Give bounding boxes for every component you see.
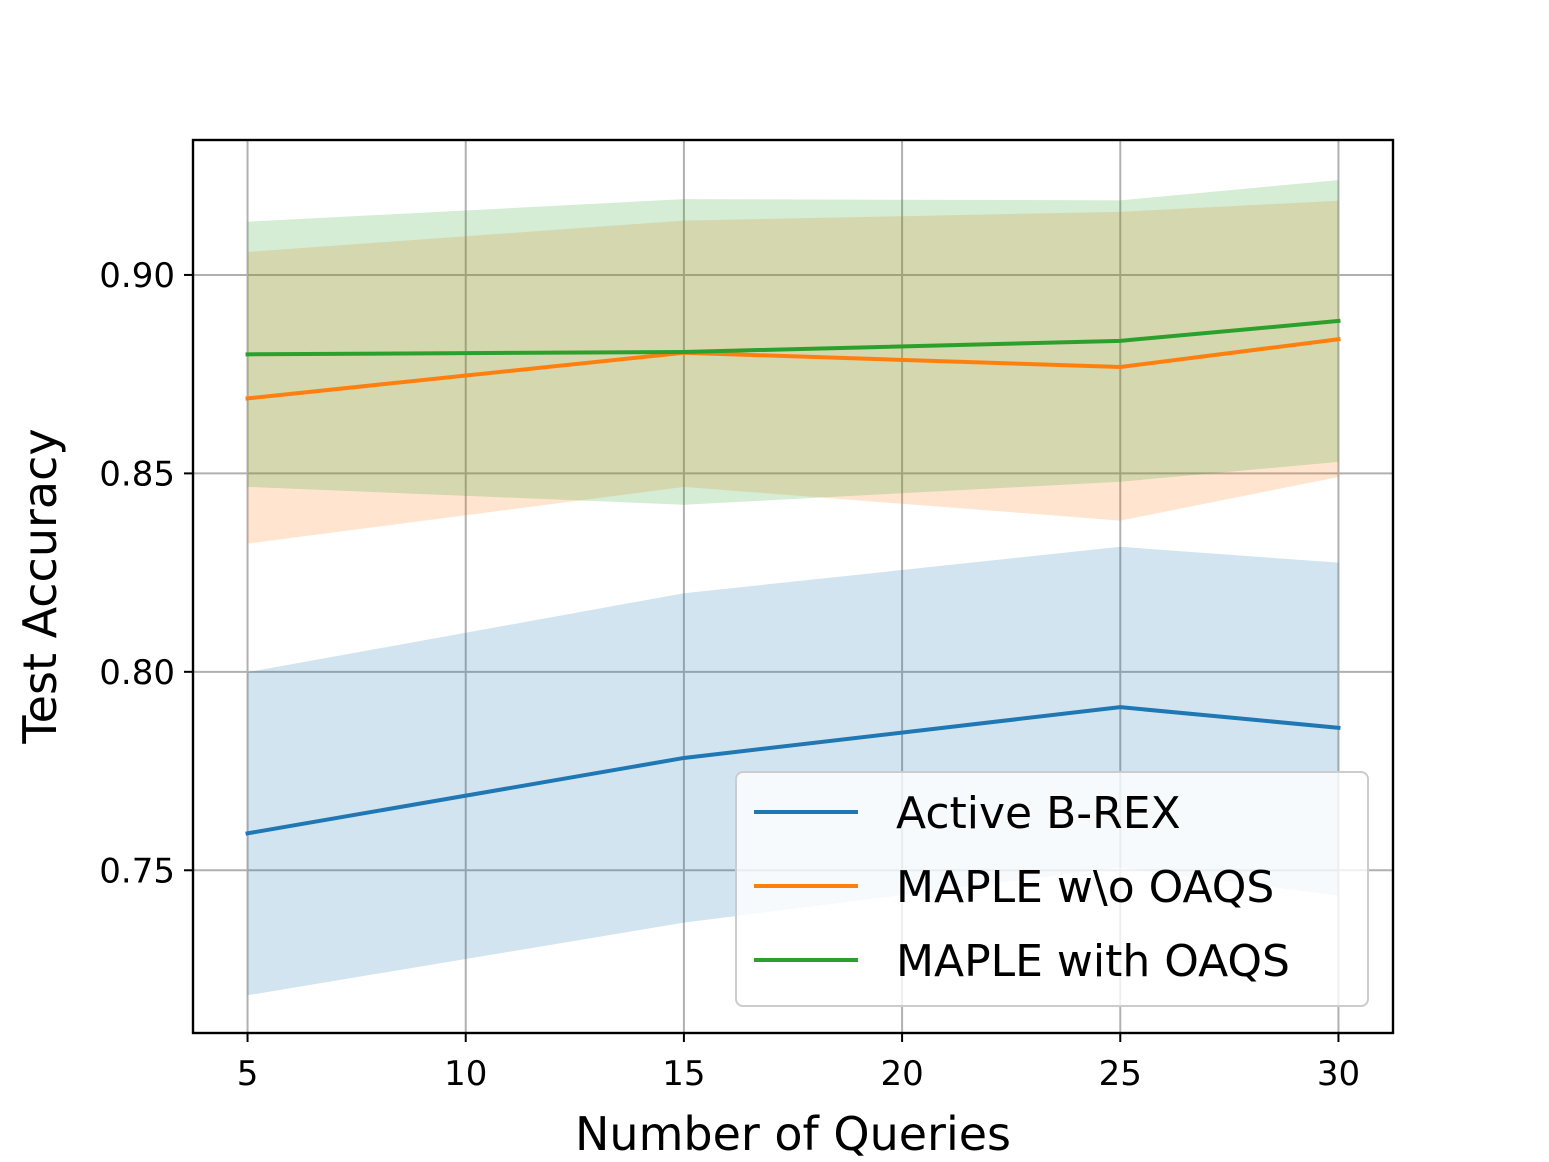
legend-label-maple-without-oaqs: MAPLE w\o OAQS bbox=[896, 862, 1274, 913]
x-tick-label: 25 bbox=[1099, 1054, 1142, 1094]
y-axis-title: Test Accuracy bbox=[13, 428, 67, 744]
x-tick-label: 20 bbox=[880, 1054, 923, 1094]
series-lines bbox=[245, 318, 1341, 836]
legend-label-maple-with-oaqs: MAPLE with OAQS bbox=[896, 936, 1290, 987]
band-maple-with-oaqs bbox=[247, 180, 1339, 505]
axis-ticks: 5 10 15 20 25 30 0.75 0.80 0.85 0.90 bbox=[99, 256, 1360, 1094]
x-tick-label: 5 bbox=[237, 1054, 259, 1094]
legend-label-active-b-rex: Active B-REX bbox=[896, 788, 1181, 839]
y-tick-label: 0.85 bbox=[99, 454, 175, 494]
x-tick-label: 15 bbox=[662, 1054, 705, 1094]
y-tick-label: 0.75 bbox=[99, 851, 175, 891]
line-maple-with-oaqs bbox=[245, 318, 1341, 357]
y-tick-label: 0.80 bbox=[99, 653, 175, 693]
y-tick-label: 0.90 bbox=[99, 256, 175, 296]
legend: Active B-REX MAPLE w\o OAQS MAPLE with O… bbox=[735, 771, 1369, 1007]
line-maple-w-without-o-oaqs bbox=[245, 337, 1341, 401]
x-tick-label: 10 bbox=[444, 1054, 487, 1094]
plot-frame bbox=[191, 138, 1395, 1035]
line-active-b-rex bbox=[245, 705, 1341, 836]
x-tick-label: 30 bbox=[1317, 1054, 1360, 1094]
legend-box bbox=[735, 771, 1369, 1007]
x-axis-title: Number of Queries bbox=[575, 1107, 1011, 1161]
band-maple-w-without-o-oaqs bbox=[247, 200, 1339, 544]
